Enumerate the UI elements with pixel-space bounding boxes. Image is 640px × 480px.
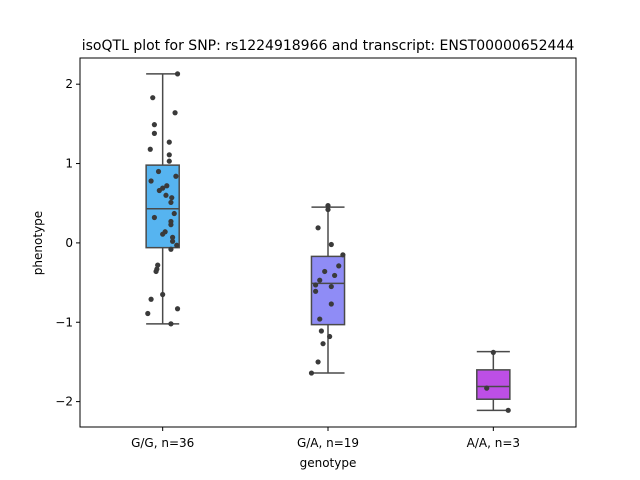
- chart-title: isoQTL plot for SNP: rs1224918966 and tr…: [82, 38, 575, 54]
- data-point: [171, 210, 177, 217]
- data-point: [169, 238, 176, 244]
- y-tick-label: 0: [65, 236, 73, 250]
- box-iqr: [476, 369, 511, 400]
- data-point: [166, 139, 172, 145]
- data-point: [153, 268, 159, 275]
- box-2: [476, 350, 511, 412]
- strip-points: [145, 71, 511, 413]
- y-tick-label: −2: [55, 395, 73, 409]
- data-point: [328, 283, 334, 290]
- data-point: [160, 291, 166, 298]
- data-point: [173, 173, 179, 179]
- data-point: [174, 306, 181, 312]
- x-axis-label: genotype: [300, 456, 357, 470]
- data-point: [148, 178, 154, 184]
- data-point: [166, 152, 172, 158]
- data-point: [490, 349, 496, 356]
- data-point: [168, 199, 174, 206]
- x-tick-label: A/A, n=3: [467, 436, 520, 450]
- y-tick-label: 2: [65, 77, 73, 91]
- data-point: [145, 310, 151, 317]
- data-point: [317, 316, 323, 322]
- data-point: [148, 296, 154, 302]
- data-point: [317, 277, 323, 283]
- data-point: [172, 110, 178, 116]
- data-point: [484, 385, 490, 391]
- data-point: [163, 192, 169, 198]
- x-axis: G/G, n=36 G/A, n=19 A/A, n=3: [131, 427, 520, 450]
- data-point: [322, 268, 328, 275]
- data-point: [174, 71, 181, 77]
- data-point: [332, 272, 338, 279]
- data-point: [325, 206, 331, 213]
- data-point: [155, 168, 162, 175]
- data-point: [315, 359, 321, 365]
- x-tick-label: G/G, n=36: [131, 436, 194, 450]
- data-point: [164, 183, 170, 189]
- data-point: [151, 214, 157, 221]
- data-point: [174, 242, 180, 248]
- y-axis: −2 −1 0 1 2: [55, 77, 80, 409]
- data-point: [150, 95, 156, 101]
- data-point: [328, 301, 334, 307]
- data-point: [160, 231, 166, 237]
- data-point: [315, 225, 321, 231]
- data-point: [169, 234, 176, 240]
- y-tick-label: 1: [65, 157, 73, 171]
- data-point: [166, 158, 172, 164]
- data-point: [308, 370, 315, 376]
- x-tick-label: G/A, n=19: [297, 436, 359, 450]
- data-point: [169, 195, 175, 201]
- data-point: [151, 122, 157, 128]
- data-point: [168, 222, 174, 228]
- data-point: [328, 241, 334, 248]
- data-point: [156, 187, 162, 194]
- data-point: [313, 282, 319, 288]
- y-axis-label: phenotype: [31, 211, 45, 275]
- y-tick-label: −1: [55, 315, 73, 329]
- data-point: [313, 288, 319, 294]
- data-point: [336, 263, 342, 269]
- data-point: [318, 328, 324, 334]
- data-point: [340, 252, 346, 258]
- data-point: [325, 203, 331, 209]
- data-point: [151, 130, 157, 136]
- box-group: [145, 73, 511, 412]
- data-point: [168, 321, 174, 327]
- data-point: [147, 146, 153, 152]
- data-point: [168, 246, 174, 252]
- data-point: [320, 341, 326, 347]
- data-point: [327, 333, 333, 340]
- data-point: [155, 262, 161, 268]
- data-point: [505, 407, 511, 413]
